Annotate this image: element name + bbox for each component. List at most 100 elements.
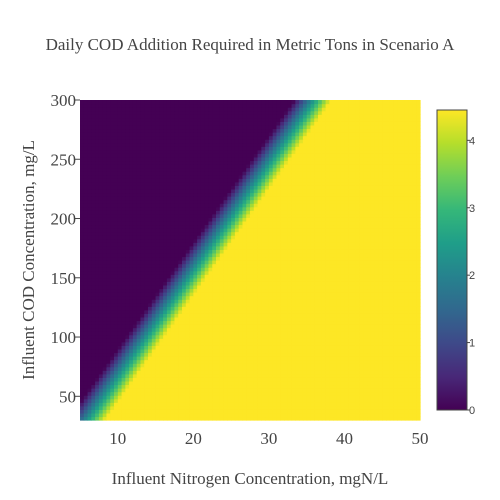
- heatmap-cell: [121, 395, 126, 400]
- heatmap-cell: [321, 416, 327, 421]
- heatmap-cell: [212, 252, 217, 258]
- heatmap-cell: [404, 302, 410, 307]
- heatmap-cell: [231, 235, 236, 240]
- heatmap-cell: [234, 409, 240, 414]
- heatmap-cell: [291, 331, 296, 336]
- heatmap-cell: [287, 252, 293, 258]
- heatmap-cell: [333, 359, 338, 364]
- heatmap-cell: [393, 256, 398, 261]
- heatmap-cell: [389, 370, 395, 375]
- heatmap-cell: [132, 313, 138, 318]
- heatmap-cell: [87, 405, 92, 410]
- heatmap-cell: [272, 292, 278, 297]
- heatmap-cell: [386, 316, 391, 322]
- heatmap-cell: [185, 409, 191, 414]
- heatmap-cell: [163, 224, 168, 229]
- heatmap-cell: [336, 380, 342, 386]
- heatmap-cell: [280, 284, 285, 290]
- heatmap-cell: [189, 377, 194, 382]
- heatmap-cell: [166, 242, 172, 247]
- heatmap-cell: [242, 366, 247, 371]
- heatmap-cell: [250, 409, 255, 414]
- heatmap-cell: [132, 338, 138, 343]
- heatmap-cell: [132, 363, 138, 368]
- heatmap-cell: [110, 231, 115, 236]
- heatmap-cell: [250, 292, 255, 297]
- heatmap-cell: [117, 231, 123, 236]
- heatmap-cell: [193, 384, 198, 389]
- heatmap-cell: [344, 228, 349, 233]
- heatmap-cell: [212, 288, 217, 293]
- heatmap-cell: [329, 242, 334, 247]
- heatmap-cell: [416, 299, 421, 304]
- heatmap-cell: [318, 409, 323, 414]
- heatmap-cell: [163, 252, 168, 258]
- heatmap-cell: [359, 235, 364, 240]
- heatmap-cell: [182, 331, 187, 336]
- heatmap-cell: [102, 345, 108, 350]
- heatmap-cell: [299, 281, 304, 286]
- heatmap-cell: [318, 327, 323, 332]
- heatmap-cell: [136, 238, 142, 243]
- heatmap-cell: [98, 366, 104, 371]
- heatmap-cell: [348, 284, 353, 290]
- heatmap-cell: [257, 341, 262, 346]
- heatmap-cell: [299, 352, 304, 357]
- heatmap-cell: [102, 228, 108, 233]
- heatmap-cell: [363, 260, 368, 265]
- heatmap-cell: [204, 292, 210, 297]
- heatmap-cell: [155, 356, 160, 361]
- heatmap-cell: [246, 288, 251, 293]
- heatmap-cell: [197, 327, 202, 332]
- heatmap-cell: [333, 348, 338, 354]
- heatmap-cell: [265, 384, 270, 389]
- heatmap-cell: [374, 366, 380, 371]
- heatmap-cell: [204, 345, 210, 350]
- heatmap-cell: [114, 352, 119, 357]
- heatmap-cell: [359, 252, 364, 258]
- heatmap-cell: [197, 338, 202, 343]
- heatmap-cell: [348, 260, 353, 265]
- heatmap-cell: [140, 235, 145, 240]
- heatmap-cell: [110, 292, 115, 297]
- heatmap-cell: [182, 260, 187, 265]
- heatmap-cell: [257, 274, 262, 279]
- heatmap-cell: [182, 356, 187, 361]
- heatmap-cell: [367, 281, 372, 286]
- heatmap-cell: [386, 395, 391, 400]
- heatmap-cell: [193, 220, 198, 226]
- heatmap-cell: [129, 249, 134, 254]
- heatmap-cell: [325, 402, 330, 407]
- heatmap-cell: [378, 380, 383, 386]
- heatmap-cell: [174, 359, 179, 364]
- heatmap-cell: [234, 384, 240, 389]
- heatmap-cell: [189, 242, 194, 247]
- heatmap-cell: [163, 334, 168, 339]
- heatmap-cell: [355, 405, 361, 410]
- heatmap-cell: [416, 363, 421, 368]
- heatmap-cell: [306, 267, 312, 272]
- heatmap-cell: [223, 341, 228, 346]
- heatmap-cell: [393, 224, 398, 229]
- heatmap-cell: [114, 380, 119, 386]
- heatmap-cell: [329, 395, 334, 400]
- heatmap-cell: [287, 409, 293, 414]
- heatmap-cell: [321, 384, 327, 389]
- heatmap-cell: [144, 320, 149, 325]
- heatmap-cell: [276, 338, 281, 343]
- heatmap-cell: [261, 363, 266, 368]
- heatmap-cell: [401, 313, 406, 318]
- heatmap-cell: [148, 231, 153, 236]
- heatmap-cell: [223, 331, 228, 336]
- heatmap-cell: [208, 309, 213, 314]
- heatmap-cell: [136, 313, 142, 318]
- heatmap-cell: [212, 220, 217, 226]
- plot-area[interactable]: [80, 100, 421, 421]
- heatmap-cell: [83, 316, 89, 322]
- heatmap-cell: [80, 249, 85, 254]
- heatmap-cell: [238, 245, 244, 250]
- heatmap-cell: [189, 306, 194, 311]
- heatmap-cell: [257, 263, 262, 268]
- heatmap-cell: [268, 288, 274, 293]
- heatmap-cell: [114, 391, 119, 396]
